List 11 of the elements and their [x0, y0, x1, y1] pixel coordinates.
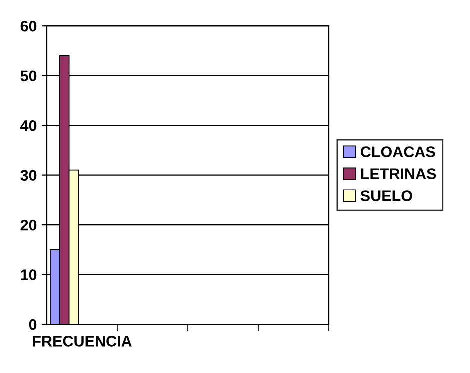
y-tick-label: 20: [20, 220, 37, 231]
y-tick-label: 30: [20, 170, 37, 182]
y-tick-label: 40: [20, 120, 37, 132]
legend-label: CLOACAS: [361, 146, 436, 158]
x-tick-label: FRECUENCIA: [33, 336, 132, 347]
y-tick-label: 50: [20, 70, 37, 82]
legend-label: LETRINAS: [361, 168, 436, 180]
y-tick-label: 10: [21, 270, 37, 280]
y-tick-label: 0: [29, 319, 37, 330]
legend-label: SUELO: [360, 190, 412, 202]
y-tick-label: 60: [20, 20, 37, 32]
